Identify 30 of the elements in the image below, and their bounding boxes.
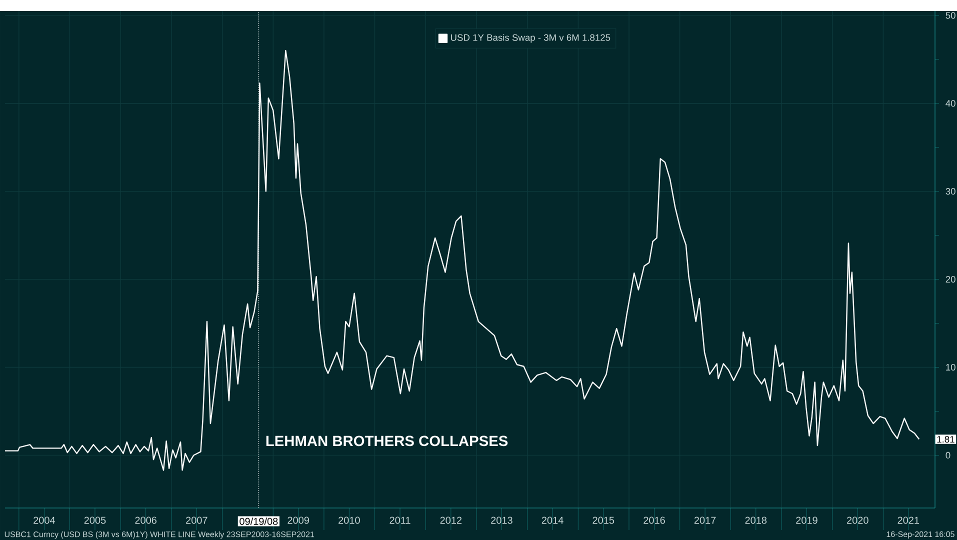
- text: USBC1 Curncy (USD BS (3M vs 6M)1Y) WHITE LINE Weekly 23SEP2003-16SEP2021: [4, 531, 314, 539]
- x-tick-label: 2006: [135, 516, 156, 524]
- x-tick-label: 2016: [644, 516, 665, 524]
- x-tick-label: 2017: [694, 516, 716, 524]
- annotation: LEHMAN BROTHERS COLLAPSES: [266, 436, 508, 446]
- x-tick-label: 2005: [84, 516, 106, 524]
- x-tick-label: 2018: [745, 516, 767, 524]
- x-tick-label: 2009: [288, 516, 309, 524]
- x-tick-label: 2011: [390, 516, 410, 524]
- y-tick-label: 20: [946, 276, 956, 283]
- y-tick-label: 0: [946, 452, 950, 459]
- y-tick-label: 30: [946, 188, 956, 195]
- line-series: [5, 50, 920, 471]
- legend-label: USD 1Y Basis Swap - 3M v 6M 1.8125: [450, 34, 610, 43]
- text: 16-Sep-2021 16:05: [886, 531, 954, 539]
- ref-line-label: 09/19/08: [240, 518, 278, 525]
- x-tick-label: 2020: [847, 516, 868, 524]
- x-tick-label: 2019: [796, 516, 818, 524]
- y-tick-label: 10: [946, 364, 956, 371]
- x-tick-label: 2013: [491, 516, 512, 524]
- annotation: 1.81: [937, 436, 954, 443]
- x-tick-label: 2010: [338, 516, 360, 524]
- x-tick-label: 2021: [898, 516, 920, 524]
- x-tick-label: 2014: [542, 516, 564, 524]
- x-tick-label: 2012: [440, 516, 462, 524]
- x-tick-label: 2015: [592, 516, 614, 524]
- y-tick-label: 50: [946, 12, 956, 19]
- x-tick-label: 2004: [34, 516, 56, 524]
- x-tick-label: 2007: [186, 516, 208, 524]
- y-tick-label: 40: [946, 100, 956, 107]
